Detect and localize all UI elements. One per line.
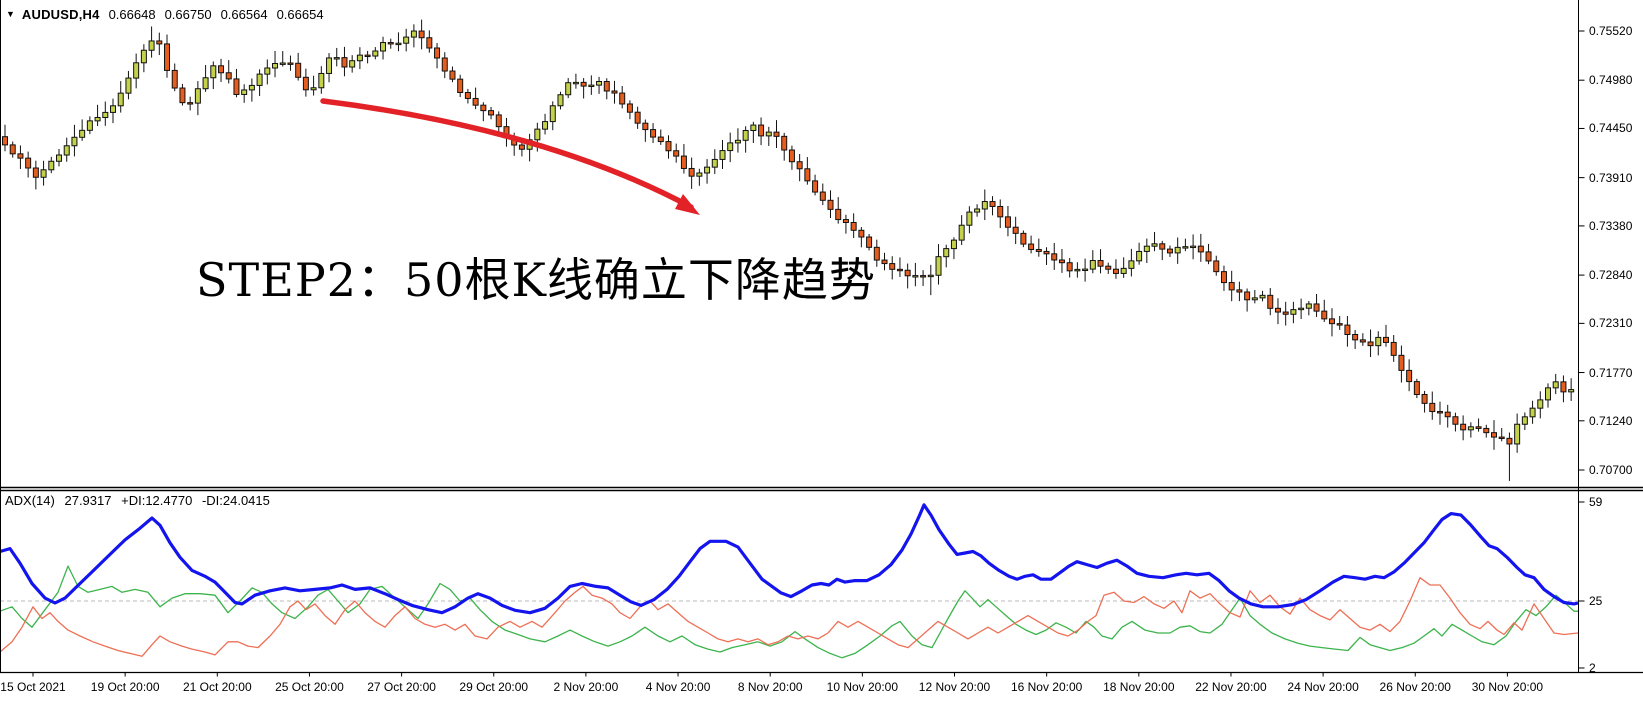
date-axis-label: 15 Oct 2021 [0,680,66,694]
price-panel[interactable] [2,19,1575,481]
ohlc-low: 0.66564 [220,6,268,22]
price-axis-label: 0.75520 [1589,24,1633,38]
date-axis-label: 30 Nov 20:00 [1471,680,1544,694]
date-axis-label: 18 Nov 20:00 [1103,680,1175,694]
price-axis-label: 0.72310 [1589,316,1633,331]
indicator-name: ADX(14) [5,493,55,508]
symbol-dropdown-icon[interactable]: ▼ [6,9,15,19]
annotation-text: STEP2：50根K线确立下降趋势 [196,253,876,307]
adx-panel[interactable] [0,503,1579,659]
ohlc-close: 0.66654 [276,6,324,22]
indicator-scale-label: 25 [1589,594,1603,608]
date-axis-label: 22 Nov 20:00 [1195,680,1267,694]
trend-arrow [320,98,700,215]
price-axis-label: 0.73380 [1589,218,1633,233]
price-axis-label: 0.71770 [1589,365,1633,380]
indicator-scale-label: 2 [1589,660,1596,675]
ohlc-open: 0.66648 [108,6,156,22]
date-axis-label: 19 Oct 20:00 [90,680,160,694]
date-axis-label: 4 Nov 20:00 [645,680,711,694]
date-axis-label: 12 Nov 20:00 [918,680,991,694]
indicator-lines [0,503,1579,659]
date-axis-label: 10 Nov 20:00 [826,680,899,694]
date-axis-label: 24 Nov 20:00 [1287,680,1359,694]
date-axis-label: 2 Nov 20:00 [553,680,619,694]
symbol-label: AUDUSD,H4 [21,6,100,22]
indicator-scale-label: 59 [1589,495,1603,509]
date-axis-label: 26 Nov 20:00 [1379,680,1451,694]
adx-line [0,503,1579,615]
minus-di-value: -DI:24.0415 [201,493,270,508]
indicator-value: 27.9317 [64,493,112,508]
date-axis-label: 25 Oct 20:00 [275,680,344,694]
plus-di-value: +DI:12.4770 [121,493,193,508]
price-axis-label: 0.72840 [1589,268,1633,283]
price-axis-label: 0.73910 [1589,170,1633,185]
indicator-header: ADX(14) 27.9317 +DI:12.4770 -DI:24.0415 [5,493,276,508]
chart-header: ▼ AUDUSD,H4 0.66648 0.66750 0.66564 0.66… [6,6,324,22]
ohlc-high: 0.66750 [164,6,212,22]
minus-di-line [0,565,1578,659]
date-axis-label: 8 Nov 20:00 [737,680,803,694]
price-axis-label: 0.71240 [1589,413,1633,428]
date-axis-label: 21 Oct 20:00 [182,680,252,694]
price-axis-label: 0.70700 [1589,463,1633,477]
date-axis-label: 27 Oct 20:00 [367,680,436,694]
date-axis-label: 16 Nov 20:00 [1010,680,1083,694]
plus-di-line [0,577,1579,657]
price-axis-label: 0.74450 [1589,121,1633,136]
price-axis-label: 0.74980 [1589,73,1633,88]
panel-frame [0,0,1643,677]
date-axis-label: 29 Oct 20:00 [459,680,529,694]
